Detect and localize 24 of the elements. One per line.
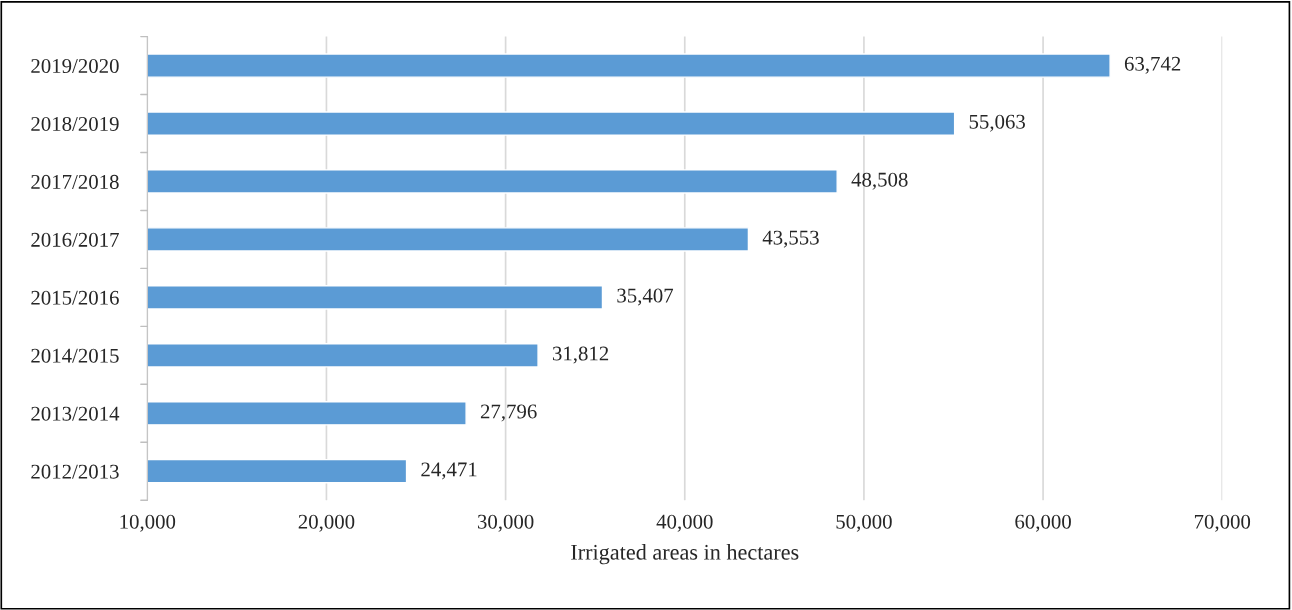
y-tick-label: 2015/2016 xyxy=(31,290,119,305)
x-tick-label: 30,000 xyxy=(477,514,534,532)
data-label: 43,553 xyxy=(762,230,819,248)
y-tick-label: 2018/2019 xyxy=(31,116,119,131)
data-label: 63,742 xyxy=(1124,56,1181,74)
x-tick-label: 50,000 xyxy=(836,514,892,532)
x-tick-label: 10,000 xyxy=(120,514,176,532)
y-tick-label: 2017/2018 xyxy=(31,174,119,189)
data-label: 31,812 xyxy=(552,346,609,364)
data-label: 35,407 xyxy=(617,288,674,306)
y-tick-label: 2012/2013 xyxy=(31,464,119,479)
y-tick-label: 2019/2020 xyxy=(31,58,119,74)
y-tick-label: 2013/2014 xyxy=(31,406,120,421)
x-tick-label: 60,000 xyxy=(1015,514,1071,532)
x-tick-label: 40,000 xyxy=(656,514,713,532)
x-axis-title: Irrigated areas in hectares xyxy=(571,544,799,565)
data-label: 48,508 xyxy=(851,172,908,190)
y-tick-label: 2016/2017 xyxy=(31,232,119,247)
x-tick-label: 70,000 xyxy=(1194,514,1251,532)
x-tick-label: 20,000 xyxy=(298,514,355,532)
data-label: 24,471 xyxy=(421,462,477,480)
y-tick-label: 2014/2015 xyxy=(31,348,119,363)
data-label: 55,063 xyxy=(969,114,1025,132)
data-label: 27,796 xyxy=(480,404,537,422)
